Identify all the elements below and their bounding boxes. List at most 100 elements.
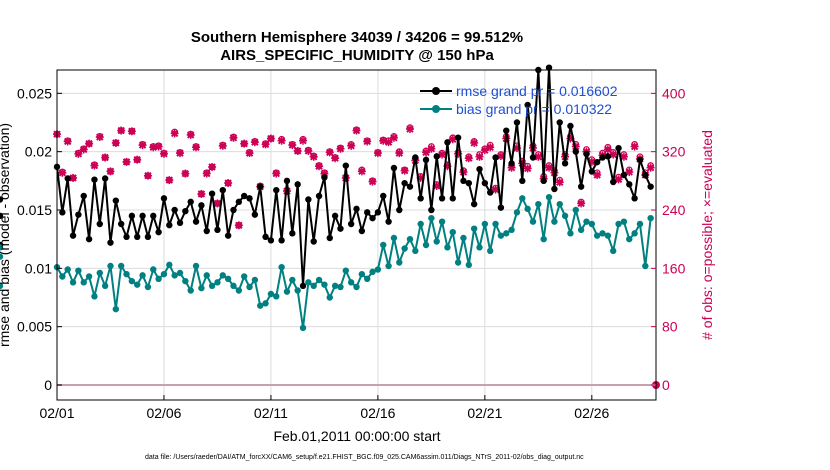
rmse-point <box>438 195 446 202</box>
y-tick-label: 0.02 <box>25 144 52 160</box>
rmse-point <box>299 282 307 290</box>
obs-evaluated-marker <box>480 146 489 155</box>
bias-point <box>321 281 328 288</box>
obs-evaluated-marker <box>58 168 67 177</box>
bias-point <box>101 282 109 290</box>
rmse-point <box>171 206 178 214</box>
bias-point <box>0 253 4 260</box>
bias-point <box>401 245 408 252</box>
x-tick-label: 02/01 <box>39 405 74 421</box>
y-tick-label: 0.015 <box>17 202 52 218</box>
bias-point <box>219 272 226 279</box>
rmse-point <box>487 189 494 196</box>
obs-evaluated-marker <box>534 152 543 161</box>
obs-evaluated-marker <box>603 145 612 154</box>
bias-point <box>171 272 178 279</box>
rmse-point <box>353 205 360 213</box>
y-axis: 0 0.005 0.01 0.015 0.02 0.025 <box>17 85 62 393</box>
obs-evaluated-marker <box>101 153 110 162</box>
bias-point <box>369 268 376 276</box>
bias-point <box>465 261 473 269</box>
bias-point <box>615 220 622 228</box>
bias-point <box>112 305 120 313</box>
bias-point <box>460 234 467 242</box>
bias-point <box>572 206 579 214</box>
bias-point <box>438 218 446 225</box>
rmse-point <box>631 195 638 202</box>
obs-evaluated-marker <box>229 133 238 142</box>
obs-evaluated-marker <box>218 141 227 150</box>
rmse-point <box>182 207 189 215</box>
rmse-point <box>0 212 4 220</box>
obs-evaluated-marker <box>170 129 179 138</box>
rmse-point <box>433 153 440 160</box>
bias-point <box>492 220 499 228</box>
bias-point <box>508 226 515 234</box>
bias-point <box>235 287 243 294</box>
rmse-point <box>497 204 505 211</box>
bias-point <box>160 270 168 278</box>
bias-point <box>203 272 210 279</box>
bias-point <box>583 218 590 225</box>
bias-line <box>56 196 652 329</box>
rmse-point <box>321 174 328 181</box>
obs-evaluated-marker <box>427 144 436 153</box>
rmse-point <box>481 179 489 187</box>
rmse-point <box>107 239 114 246</box>
obs-evaluated-marker <box>208 162 217 171</box>
bias-point <box>85 273 93 280</box>
bias-point <box>620 218 628 225</box>
obs-evaluated-marker <box>309 152 318 161</box>
rmse-point <box>363 209 371 216</box>
bias-point <box>342 267 350 274</box>
obs-evaluated-marker <box>609 150 618 159</box>
bias-point <box>75 267 82 274</box>
obs-evaluated-marker <box>422 148 431 157</box>
rmse-point <box>588 168 596 175</box>
y2-tick-label: 80 <box>662 319 678 335</box>
legend-rmse-label: rmse grand pr = 0.016602 <box>456 83 618 99</box>
obs-evaluated-marker <box>400 166 409 175</box>
obs-evaluated-marker <box>438 150 447 159</box>
rmse-point <box>422 156 430 164</box>
obs-evaluated-marker <box>165 176 174 185</box>
rmse-point <box>246 195 253 202</box>
obs-evaluated-marker <box>127 127 136 136</box>
bias-point <box>513 209 521 216</box>
bias-point <box>134 281 141 288</box>
bias-point <box>604 232 612 239</box>
obs-evaluated-marker <box>491 185 500 194</box>
legend: rmse grand pr = 0.016602 bias grand pr =… <box>420 83 618 117</box>
obs-evaluated-marker <box>63 137 72 146</box>
bias-point <box>91 293 98 300</box>
bias-point <box>428 214 435 222</box>
bias-point <box>278 263 285 271</box>
rmse-point <box>128 212 136 220</box>
bias-point <box>294 287 301 294</box>
bias-point <box>246 283 253 291</box>
bias-point <box>326 294 333 301</box>
bias-point <box>406 235 414 243</box>
rmse-point <box>305 196 312 203</box>
rmse-point <box>59 209 66 216</box>
obs-evaluated-marker <box>625 168 634 177</box>
bias-point <box>642 262 649 270</box>
rmse-point <box>417 195 424 202</box>
bias-point <box>588 220 596 228</box>
x-tick-label: 02/21 <box>467 405 502 421</box>
chart-subtitle: AIRS_SPECIFIC_HUMIDITY @ 150 hPa <box>220 47 494 64</box>
obs-evaluated-marker <box>159 149 168 158</box>
rmse-point <box>385 218 392 225</box>
rmse-point <box>64 175 71 182</box>
obs-evaluated-marker <box>181 169 190 178</box>
bias-point <box>551 218 558 225</box>
bias-point <box>0 282 4 290</box>
rmse-point <box>331 212 339 220</box>
bias-point <box>107 262 114 270</box>
bias-point <box>476 244 483 251</box>
rmse-point <box>347 220 355 228</box>
rmse-point <box>257 183 264 190</box>
y2-tick-label: 240 <box>662 202 686 218</box>
rmse-line <box>56 66 652 287</box>
rmse-point <box>251 211 259 218</box>
